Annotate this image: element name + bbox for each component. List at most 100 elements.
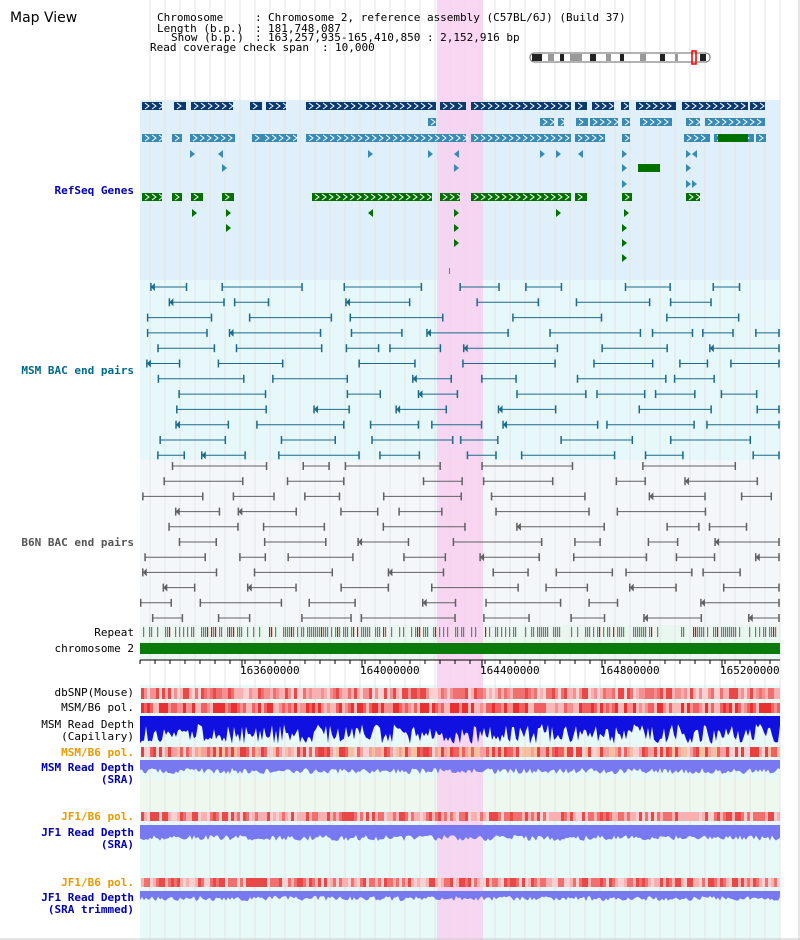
- refseq-genes-track[interactable]: [142, 102, 766, 274]
- track-label-msm-b6-pol-1[interactable]: MSM/B6 pol.: [61, 701, 134, 714]
- track-label-dbsnp[interactable]: dbSNP(Mouse): [54, 686, 134, 699]
- highlight-region[interactable]: [437, 0, 483, 940]
- heat-cell: [441, 688, 444, 699]
- gene-strand-arrow: [693, 134, 699, 142]
- gene-strand-arrow: [529, 134, 535, 142]
- gene-strand-arrow: [557, 102, 563, 110]
- heat-cell: [456, 688, 459, 699]
- heat-cell: [720, 878, 723, 887]
- heat-cell: [186, 878, 189, 887]
- repeat-element: [323, 627, 325, 637]
- track-label-jf1-read-depth-trim[interactable]: JF1 Read Depth: [41, 891, 134, 904]
- repeat-element: [427, 627, 429, 637]
- heat-cell: [270, 747, 273, 757]
- heat-cell: [654, 747, 657, 757]
- heat-cell: [699, 703, 702, 713]
- heat-cell: [660, 688, 663, 699]
- chromosome-ideogram[interactable]: [529, 50, 711, 65]
- heat-cell: [141, 878, 144, 887]
- track-label-msm-read-depth-sra[interactable]: MSM Read Depth: [41, 761, 134, 774]
- gene-strand-arrow: [705, 102, 711, 110]
- track-label-jf1-b6-pol-2[interactable]: JF1/B6 pol.: [61, 876, 134, 889]
- heat-cell: [228, 688, 231, 699]
- heat-cell: [729, 703, 732, 713]
- heat-cell: [603, 747, 606, 757]
- gene-model: [622, 118, 630, 126]
- heat-cell: [264, 703, 267, 713]
- track-label-refseq[interactable]: RefSeq Genes: [54, 184, 134, 197]
- heat-cell: [342, 747, 345, 757]
- repeat-element: [221, 627, 223, 637]
- gene-model: [440, 102, 466, 110]
- heat-cell: [198, 703, 201, 713]
- heat-cell: [390, 812, 393, 821]
- heat-cell: [495, 812, 498, 821]
- heat-cell: [423, 747, 426, 757]
- gene-strand-arrow: [315, 134, 321, 142]
- gene-strand-arrow: [487, 102, 493, 110]
- heat-cell: [180, 812, 183, 821]
- chromosome-bar[interactable]: [140, 643, 780, 654]
- gene-model: [718, 134, 748, 142]
- heat-cell: [267, 703, 270, 713]
- heat-cell: [399, 812, 402, 821]
- track-label-chromosome[interactable]: chromosome 2: [54, 642, 134, 655]
- msm-bac-track[interactable]: [146, 283, 780, 460]
- heat-cell: [669, 688, 672, 699]
- heat-cell: [609, 688, 612, 699]
- track-label-jf1-read-depth-sra[interactable]: JF1 Read Depth: [41, 826, 134, 839]
- track-label-jf1-b6-pol-1[interactable]: JF1/B6 pol.: [61, 810, 134, 823]
- track-label-msm-bac[interactable]: MSM BAC end pairs: [21, 364, 134, 377]
- heat-cell: [666, 703, 669, 713]
- heat-cell: [753, 812, 756, 821]
- repeat-track[interactable]: [143, 627, 777, 637]
- heat-cell: [303, 812, 306, 821]
- repeat-element: [357, 627, 359, 637]
- gene-strand-arrow: [550, 193, 556, 201]
- track-label-repeat[interactable]: Repeat: [94, 626, 134, 639]
- heat-cell: [198, 747, 201, 757]
- heat-cell: [531, 688, 534, 699]
- polymorphism-tracks[interactable]: [140, 688, 780, 901]
- gene-strand-arrow: [522, 134, 528, 142]
- heat-cell: [372, 812, 375, 821]
- heat-cell: [165, 703, 168, 713]
- repeat-element: [297, 627, 299, 637]
- heat-cell: [471, 878, 474, 887]
- heat-cell: [744, 747, 747, 757]
- repeat-element: [365, 627, 367, 637]
- heat-cell: [285, 747, 288, 757]
- heat-cell: [651, 747, 654, 757]
- heat-cell: [627, 747, 630, 757]
- gene-strand-arrow: [363, 193, 369, 201]
- heat-cell: [756, 747, 759, 757]
- heat-cell: [483, 688, 486, 699]
- heat-cell: [342, 688, 345, 699]
- track-label-msm-b6-pol-2[interactable]: MSM/B6 pol.: [61, 746, 134, 759]
- heat-cell: [153, 703, 156, 713]
- gene-strand-arrow: [371, 134, 377, 142]
- heat-cell: [477, 703, 480, 713]
- end-pair-marker: [163, 583, 168, 592]
- gene-strand-arrow: [756, 118, 762, 126]
- heat-cell: [348, 812, 351, 821]
- heat-cell: [690, 703, 693, 713]
- gene-strand-arrow: [427, 102, 433, 110]
- gene-strand-arrow: [508, 193, 514, 201]
- track-label-b6n-bac[interactable]: B6N BAC end pairs: [21, 536, 134, 549]
- heat-cell: [681, 747, 684, 757]
- heat-cell: [543, 812, 546, 821]
- heat-cell: [465, 747, 468, 757]
- heat-cell: [324, 703, 327, 713]
- heat-cell: [726, 703, 729, 713]
- heat-cell: [330, 812, 333, 821]
- b6n-bac-track[interactable]: [139, 462, 780, 622]
- gene-strand-arrow: [515, 134, 521, 142]
- heat-cell: [276, 703, 279, 713]
- end-pair-marker: [247, 583, 252, 592]
- heat-cell: [678, 703, 681, 713]
- heat-cell: [234, 812, 237, 821]
- heat-cell: [270, 878, 273, 887]
- track-label-msm-read-depth-cap[interactable]: MSM Read Depth: [41, 718, 134, 731]
- heat-cell: [753, 878, 756, 887]
